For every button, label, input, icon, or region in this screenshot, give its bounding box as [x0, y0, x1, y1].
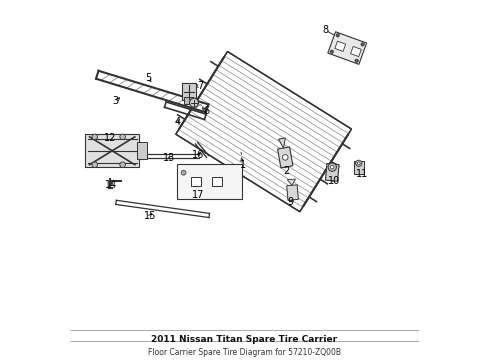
- Polygon shape: [334, 41, 345, 51]
- Text: 13: 13: [163, 153, 175, 163]
- Text: 1: 1: [239, 160, 245, 170]
- Text: 4: 4: [174, 117, 181, 127]
- Polygon shape: [190, 176, 200, 186]
- Polygon shape: [184, 97, 193, 104]
- Circle shape: [189, 98, 198, 107]
- Text: 7: 7: [197, 81, 203, 91]
- Text: 17: 17: [192, 190, 204, 200]
- Text: Floor Carrier Spare Tire Diagram for 57210-ZQ00B: Floor Carrier Spare Tire Diagram for 572…: [148, 347, 340, 356]
- Circle shape: [357, 162, 359, 165]
- Circle shape: [360, 42, 364, 46]
- Polygon shape: [182, 83, 195, 100]
- Text: 14: 14: [105, 180, 118, 190]
- Text: 15: 15: [143, 211, 156, 221]
- Polygon shape: [136, 142, 147, 159]
- Polygon shape: [278, 138, 285, 148]
- Circle shape: [92, 134, 97, 140]
- Polygon shape: [353, 161, 363, 174]
- Text: 10: 10: [327, 176, 340, 186]
- Text: 6: 6: [203, 107, 209, 116]
- Circle shape: [329, 50, 333, 53]
- Polygon shape: [85, 134, 139, 167]
- Polygon shape: [350, 46, 361, 57]
- Polygon shape: [325, 163, 338, 181]
- Circle shape: [327, 163, 336, 171]
- Polygon shape: [286, 185, 298, 200]
- Text: 2: 2: [283, 166, 289, 176]
- Circle shape: [335, 33, 339, 37]
- Polygon shape: [286, 179, 295, 185]
- Text: 16: 16: [192, 150, 204, 160]
- Text: 9: 9: [287, 197, 293, 207]
- Circle shape: [282, 154, 287, 160]
- Polygon shape: [177, 164, 242, 199]
- Text: 12: 12: [103, 133, 116, 143]
- Circle shape: [354, 59, 358, 63]
- Text: 3: 3: [112, 96, 119, 106]
- Circle shape: [92, 162, 97, 167]
- Circle shape: [120, 134, 125, 140]
- Text: 8: 8: [322, 25, 328, 35]
- Text: 5: 5: [145, 73, 151, 84]
- Circle shape: [181, 170, 185, 175]
- Polygon shape: [277, 147, 292, 168]
- Text: 2011 Nissan Titan Spare Tire Carrier: 2011 Nissan Titan Spare Tire Carrier: [151, 335, 337, 344]
- Circle shape: [120, 162, 125, 167]
- Circle shape: [330, 165, 333, 169]
- Polygon shape: [327, 32, 366, 64]
- Circle shape: [355, 160, 361, 166]
- Polygon shape: [176, 51, 351, 212]
- Polygon shape: [211, 176, 221, 186]
- Text: 11: 11: [355, 169, 367, 179]
